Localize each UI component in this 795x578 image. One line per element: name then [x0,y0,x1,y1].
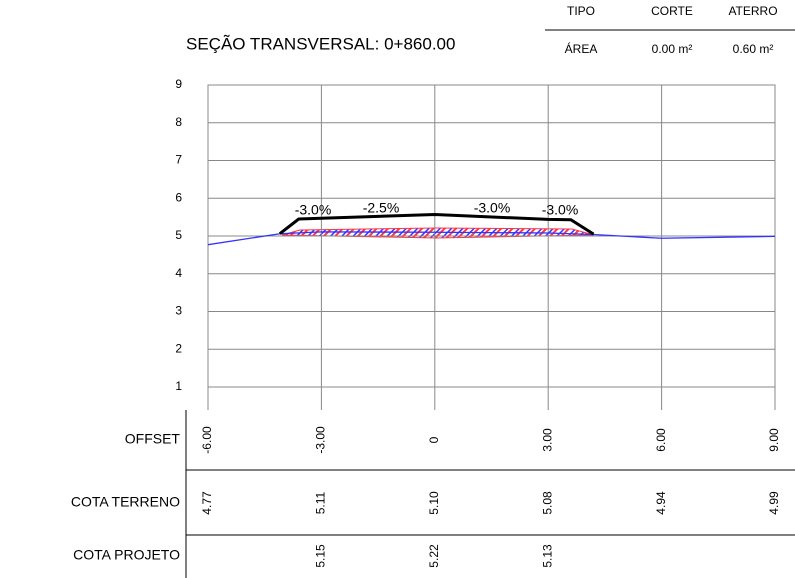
area-header: ATERRO [728,4,777,18]
x-tick-label: -3.00 [314,426,328,454]
y-tick-label: 7 [175,153,182,167]
x-tick-label: 0 [427,436,441,443]
table-cell: 5.13 [540,544,554,568]
y-tick-label: 2 [175,341,182,355]
table-cell: 5.08 [540,491,554,515]
row-label: OFFSET [125,431,181,447]
slope-label: -3.0% [542,202,579,218]
area-header: TIPO [567,4,595,18]
table-cell: 4.94 [654,491,668,515]
y-tick-label: 8 [175,115,182,129]
table-cell: 5.10 [427,491,441,515]
table-cell: 4.99 [767,491,781,515]
slope-label: -3.0% [474,200,511,216]
y-tick-label: 4 [175,266,182,280]
y-tick-label: 6 [175,190,182,204]
table-cell: 5.22 [427,544,441,568]
y-tick-label: 1 [175,379,182,393]
x-tick-label: -6.00 [200,426,214,454]
area-cell: 0.60 m² [733,42,774,56]
slope-label: -3.0% [295,202,332,218]
area-header: CORTE [651,4,693,18]
table-cell: 5.15 [314,544,328,568]
x-tick-label: 6.00 [654,428,668,452]
y-tick-label: 3 [175,304,182,318]
row-label: COTA PROJETO [73,547,180,563]
table-cell: 4.77 [200,491,214,515]
series-line [278,212,595,236]
area-cell: 0.00 m² [652,42,693,56]
row-label: COTA TERRENO [71,494,180,510]
series-line [207,231,776,246]
table-cell: 5.11 [314,491,328,514]
area-cell: ÁREA [565,41,598,56]
y-tick-label: 9 [175,77,182,91]
x-tick-label: 9.00 [767,428,781,452]
y-tick-label: 5 [175,228,182,242]
chart-title: SEÇÃO TRANSVERSAL: 0+860.00 [186,34,455,53]
slope-label: -2.5% [363,200,400,216]
x-tick-label: 3.00 [540,428,554,452]
